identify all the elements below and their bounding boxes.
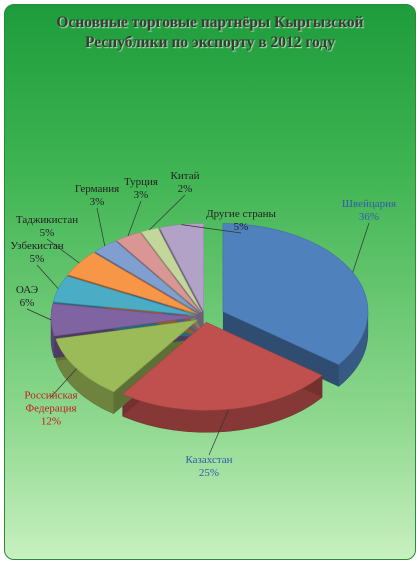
data-label: Другие страны 5%	[206, 208, 276, 234]
data-label: ОАЭ 6%	[16, 284, 38, 310]
category-label: ОАЭ	[15, 284, 39, 296]
leader-line	[208, 409, 229, 456]
category-label: Таджикистан	[15, 214, 79, 226]
leader-line	[96, 207, 106, 247]
data-label: Таджикистан 5%	[16, 214, 78, 240]
data-label: Узбекистан 5%	[10, 240, 63, 266]
value-label: 12%	[40, 415, 62, 428]
leader-line	[50, 368, 77, 398]
category-label: Другие страны	[206, 208, 276, 220]
slice	[52, 275, 197, 316]
value-label: 5%	[29, 253, 45, 265]
chart-title: Основные торговые партнёры Кыргызской Ре…	[56, 14, 364, 51]
leader-line	[181, 224, 242, 234]
category-label: Казахстан	[185, 454, 233, 466]
data-label: Швейцария 36%	[342, 198, 396, 224]
chart	[26, 194, 370, 456]
value-label: 6%	[19, 297, 35, 309]
slice	[55, 319, 199, 393]
value-label: 3%	[89, 196, 105, 208]
leader-line	[36, 264, 59, 289]
leader-line	[149, 194, 186, 231]
data-label: Германия 3%	[75, 183, 119, 209]
leader-line	[352, 222, 370, 273]
leader-line	[26, 308, 52, 321]
value-label: 36%	[358, 211, 380, 223]
value-label: 2%	[177, 183, 193, 195]
chart-frame: Основные торговые партнёры Кыргызской Ре…	[4, 4, 416, 560]
category-label: Швейцария	[341, 198, 397, 210]
slice	[67, 252, 198, 315]
data-label: Российская Федерация 12%	[16, 390, 86, 429]
category-label: Узбекистан	[10, 240, 64, 252]
data-label: Китай 2%	[171, 170, 200, 196]
leader-line	[127, 200, 142, 237]
slice	[50, 303, 197, 337]
slice	[122, 322, 323, 411]
data-label: Турция 3%	[124, 176, 158, 202]
value-label: 5%	[39, 227, 55, 239]
category-label: Российская Федерация	[24, 389, 78, 415]
leader-line	[46, 238, 80, 264]
data-label: Казахстан 25%	[185, 454, 232, 480]
slice-cut	[222, 311, 339, 387]
category-label: Турция	[123, 176, 159, 188]
slice	[222, 223, 369, 365]
value-label: 3%	[133, 189, 149, 201]
category-label: Германия	[74, 183, 120, 195]
category-label: Китай	[170, 170, 200, 182]
value-label: 25%	[198, 467, 220, 479]
value-label: 5%	[233, 221, 249, 233]
